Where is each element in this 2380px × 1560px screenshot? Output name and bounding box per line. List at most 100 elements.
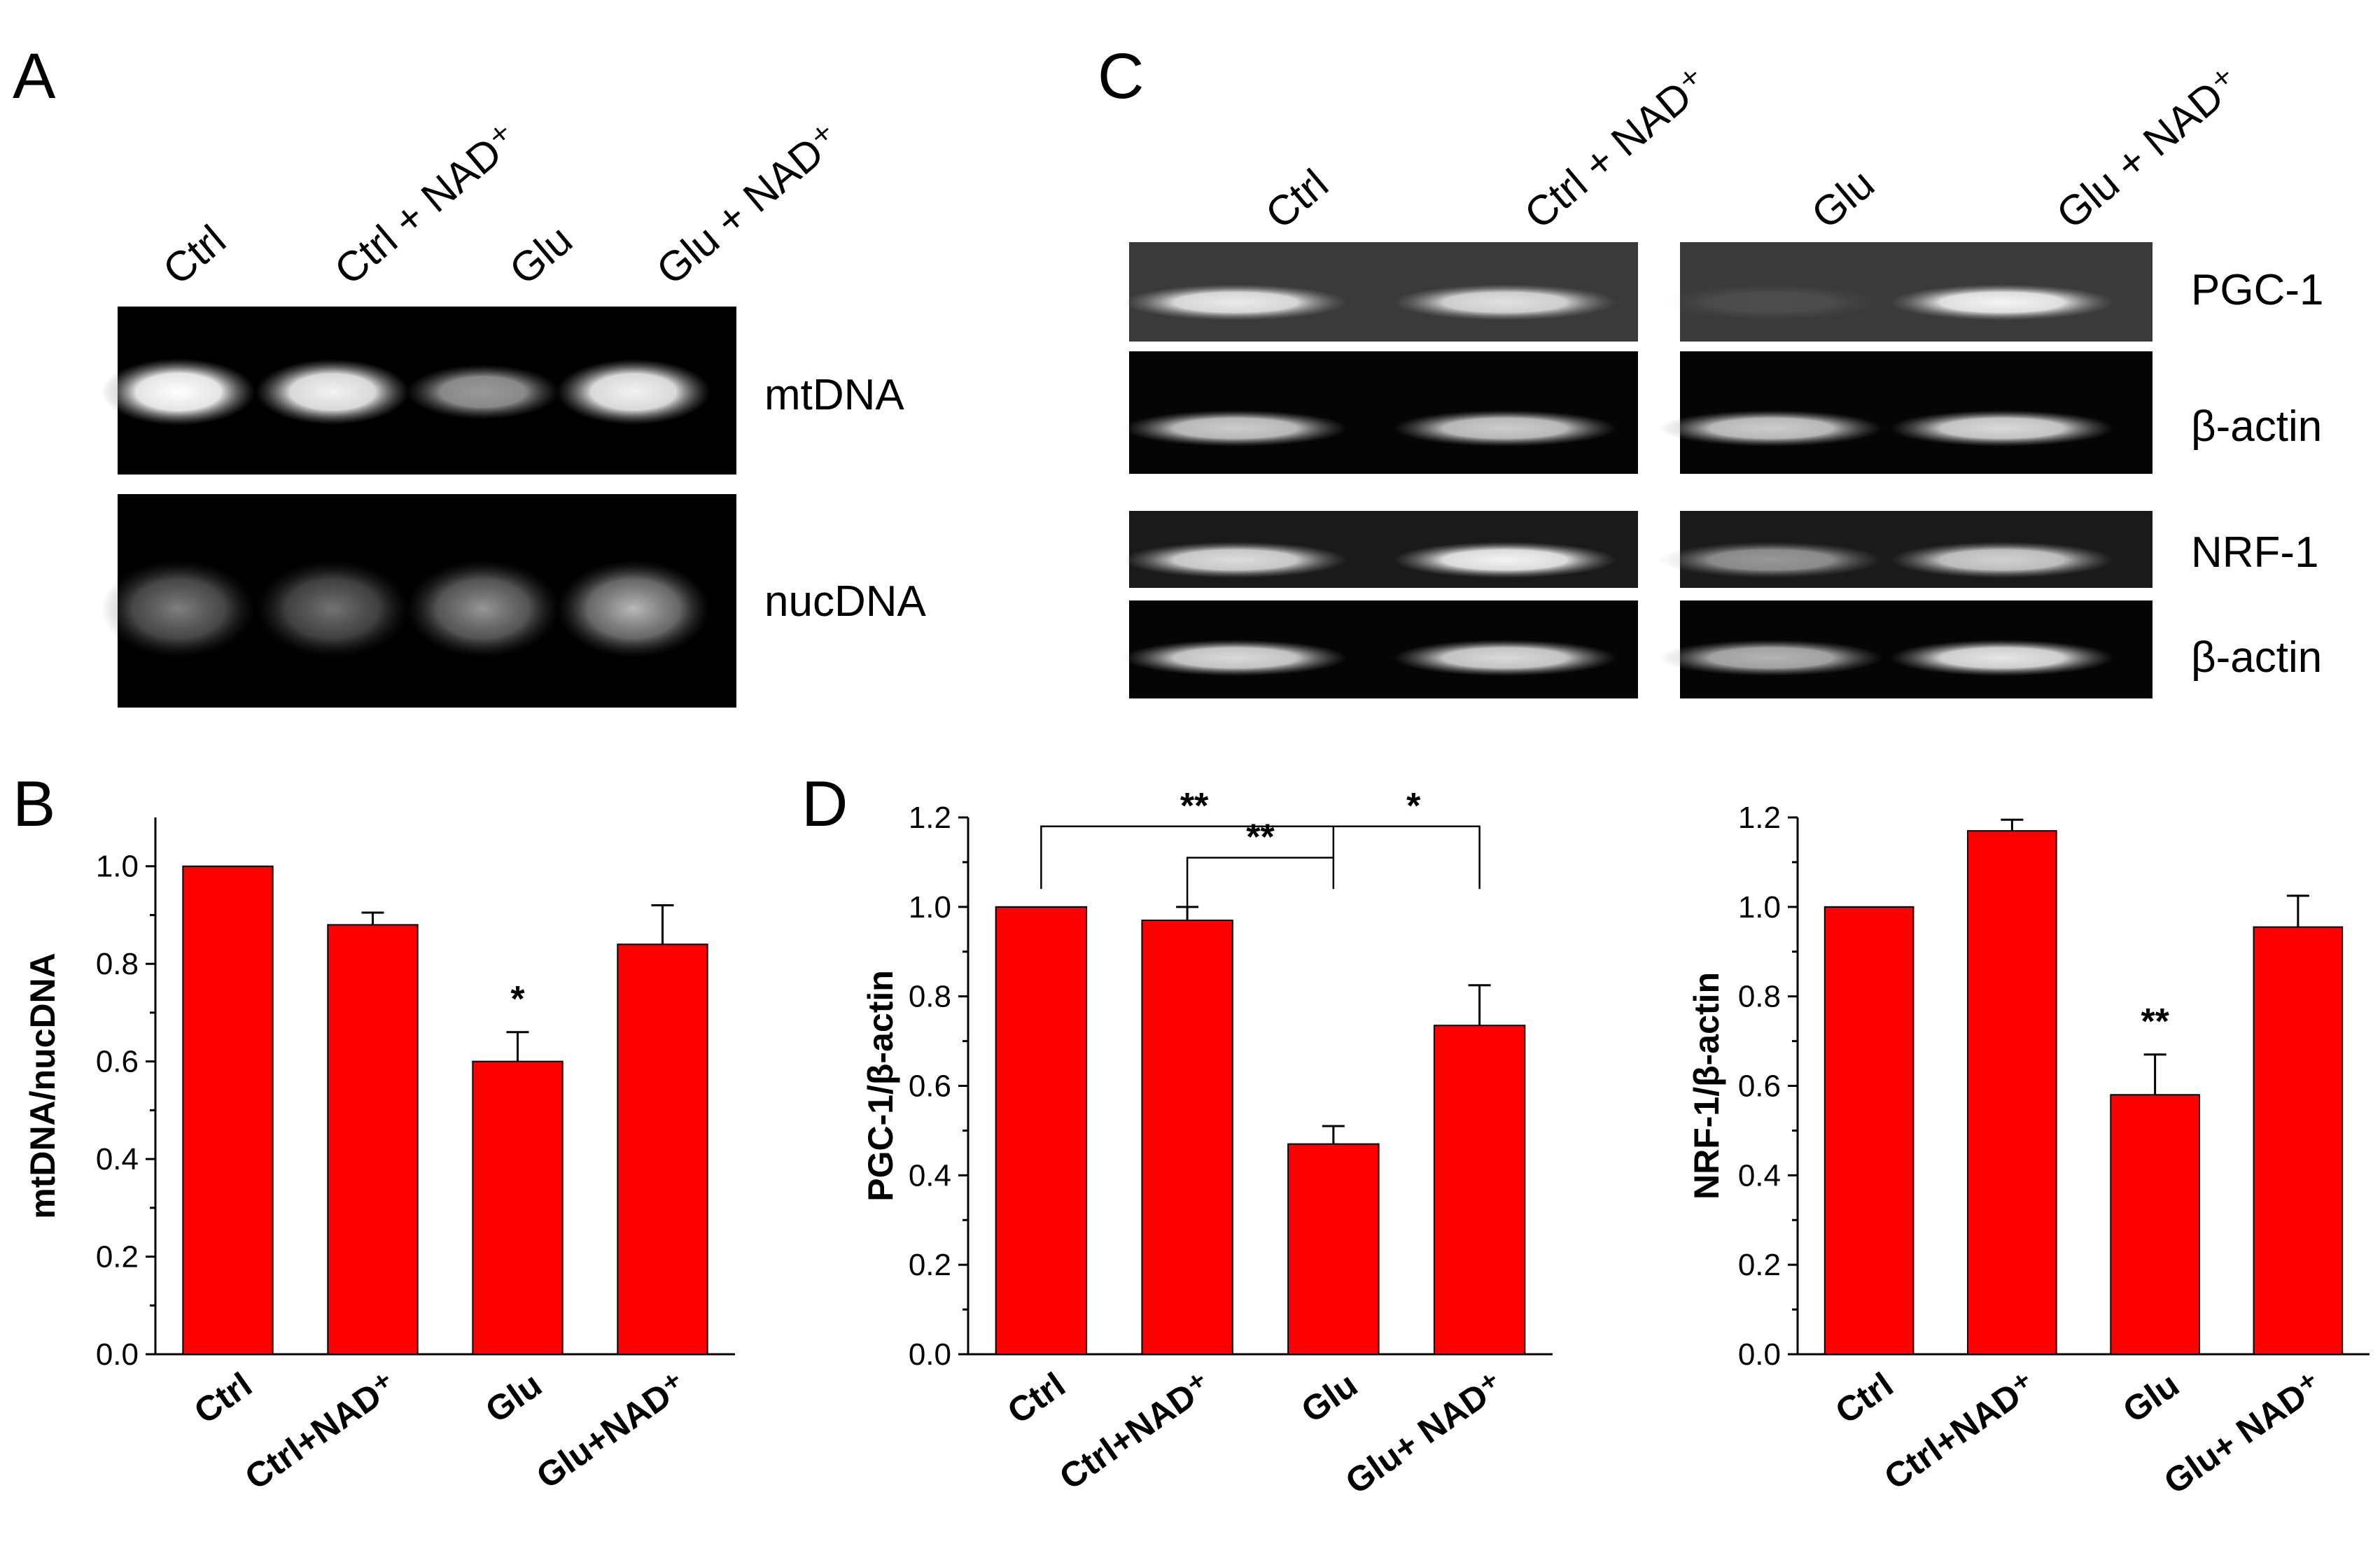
bar [1433, 1025, 1526, 1356]
y-axis-title: NRF-1/β-actin [1687, 972, 1726, 1200]
bar [617, 943, 708, 1355]
y-tick-label: 0.4 [909, 1158, 951, 1193]
significance-marker: ** [2141, 1002, 2169, 1042]
blot-band [1659, 640, 1883, 676]
y-tick-label: 0.4 [96, 1142, 139, 1176]
chart-d-nrf1: 0.0 0.2 0.4 0.6 0.8 1.0 1.2 NRF-1/β-actin CtrlCt… [1687, 801, 2370, 1502]
band-label-nrf1: NRF-1 [2191, 528, 2319, 577]
bar [2253, 926, 2344, 1355]
lane-label-a-glu-nad: Glu + NAD⁺ [648, 114, 849, 294]
y-tick-label: 1.2 [909, 801, 951, 835]
category-label: Glu+NAD⁺ [529, 1365, 694, 1496]
nucdna-band [556, 560, 710, 658]
category-label: Ctrl [1828, 1365, 1900, 1431]
blot-band [1659, 284, 1883, 321]
y-tick-label: 1.2 [1738, 801, 1781, 835]
category-label: Ctrl [187, 1365, 259, 1431]
bar [1823, 906, 1914, 1356]
mtdna-band [406, 364, 560, 420]
y-tick-label: 0.8 [96, 947, 139, 981]
y-tick-label: 0.0 [96, 1337, 139, 1372]
y-tick-label: 0.0 [909, 1337, 951, 1372]
mtdna-band [102, 358, 255, 426]
nucdna-band [102, 560, 255, 658]
panel-c-blots: Ctrl Ctrl + NAD⁺ Glu Glu + NAD⁺ PGC-1 β-… [1124, 58, 2323, 698]
blot-band [1124, 542, 1348, 578]
y-tick-label: 0.6 [1738, 1069, 1781, 1104]
y-tick-label: 1.0 [1738, 890, 1781, 925]
y-tick-label: 0.2 [1738, 1248, 1781, 1282]
blot-band [1890, 410, 2114, 447]
category-label: Ctrl+NAD⁺ [1877, 1365, 2043, 1497]
blot-band [1890, 542, 2114, 578]
bar [1967, 830, 2057, 1356]
category-label: Ctrl [1000, 1365, 1072, 1431]
mtdna-band [255, 359, 410, 425]
bar [327, 924, 419, 1355]
panel-letter-a: A [13, 41, 56, 112]
bar [1141, 920, 1233, 1355]
blot-band [1393, 284, 1617, 321]
lane-label-a-ctrl: Ctrl [154, 216, 234, 294]
chart-d-pgc1: 0.0 0.2 0.4 0.6 0.8 1.0 1.2 PGC-1/β-actin CtrlCt… [861, 786, 1553, 1502]
lane-label-c-ctrl: Ctrl [1256, 160, 1337, 238]
blot-band [1124, 284, 1348, 321]
bar [2110, 1094, 2200, 1355]
nucdna-band [406, 560, 560, 658]
category-label: Ctrl+NAD⁺ [238, 1365, 404, 1497]
blot-band [1124, 640, 1348, 676]
blot-band [1890, 284, 2114, 321]
y-tick-label: 0.0 [1738, 1337, 1781, 1372]
bar [182, 865, 274, 1355]
blot-band [1124, 410, 1348, 447]
blot-band [1659, 410, 1883, 447]
y-tick-label: 1.0 [96, 850, 139, 884]
significance-marker: * [510, 979, 525, 1020]
panel-letter-d: D [802, 768, 848, 840]
category-label: Glu+ NAD⁺ [1338, 1365, 1511, 1502]
category-label: Glu [478, 1365, 548, 1431]
band-label-bactin-2: β-actin [2191, 633, 2322, 682]
band-label-nucdna: nucDNA [764, 577, 927, 626]
chart-b: 0.0 0.2 0.4 0.6 0.8 1.0 mtDNA/nucDNA CtrlCtrl+N… [23, 817, 735, 1497]
blot-band [1659, 542, 1883, 578]
significance-bracket [1186, 857, 1334, 907]
y-tick-label: 0.8 [1738, 980, 1781, 1014]
lane-label-c-glu: Glu [1802, 160, 1883, 238]
bar [1287, 1143, 1380, 1355]
blot-band [1393, 542, 1617, 578]
blot-band [1393, 640, 1617, 676]
panel-a-gel: Ctrl Ctrl + NAD⁺ Glu Glu + NAD⁺ mtDNA nu… [102, 114, 927, 708]
nucdna-band [255, 560, 410, 658]
y-tick-label: 1.0 [909, 890, 951, 925]
blot-band [1890, 640, 2114, 676]
y-axis-title: PGC-1/β-actin [861, 970, 900, 1202]
lane-label-c-glu-nad: Glu + NAD⁺ [2047, 58, 2249, 238]
y-axis-title: mtDNA/nucDNA [23, 953, 62, 1219]
y-tick-label: 0.2 [909, 1248, 951, 1282]
lane-label-c-ctrl-nad: Ctrl + NAD⁺ [1516, 58, 1717, 238]
bar [995, 906, 1088, 1356]
panel-letter-b: B [13, 768, 55, 840]
lane-label-a-ctrl-nad: Ctrl + NAD⁺ [326, 114, 527, 294]
mtdna-band [556, 359, 710, 425]
y-tick-label: 0.8 [909, 980, 951, 1014]
category-label: Ctrl+NAD⁺ [1053, 1365, 1219, 1497]
y-tick-label: 0.6 [909, 1069, 951, 1104]
band-label-mtdna: mtDNA [764, 371, 904, 419]
band-label-bactin-1: β-actin [2191, 402, 2322, 451]
blot-band [1393, 410, 1617, 447]
category-label: Glu [2116, 1365, 2186, 1431]
category-label: Glu [1294, 1365, 1364, 1431]
significance-bracket [1333, 825, 1480, 890]
y-tick-label: 0.6 [96, 1045, 139, 1079]
bar [472, 1060, 564, 1355]
bracket-label: * [1406, 786, 1421, 827]
y-tick-label: 0.4 [1738, 1158, 1781, 1193]
lane-label-a-glu: Glu [500, 216, 581, 294]
bracket-label: ** [1246, 817, 1275, 858]
band-label-pgc1: PGC-1 [2191, 266, 2323, 314]
bracket-label: ** [1180, 786, 1209, 827]
y-tick-label: 0.2 [96, 1240, 139, 1274]
